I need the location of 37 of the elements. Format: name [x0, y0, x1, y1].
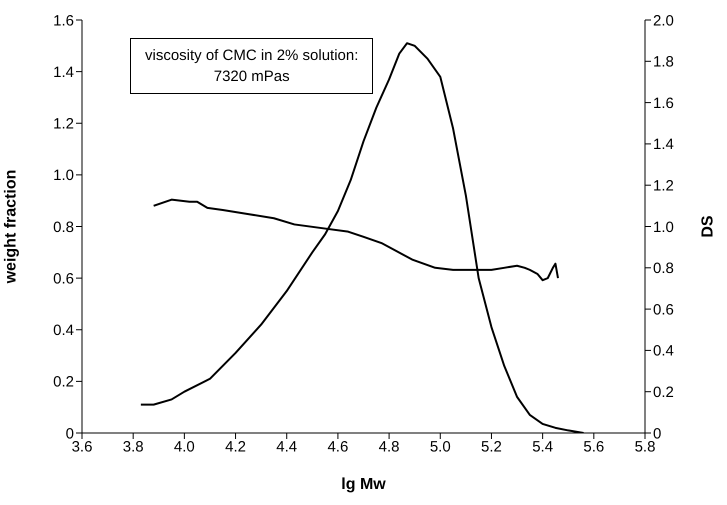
x-tick-label: 4.0 [174, 438, 195, 456]
y2-axis-title: DS [700, 215, 717, 238]
y-tick-label: 1.0 [53, 167, 74, 184]
y2-tick-label: 0.4 [653, 342, 674, 360]
line-series [152, 198, 559, 282]
y2-tick-label: 1.2 [653, 178, 674, 195]
y-tick-label: 0.8 [53, 218, 74, 236]
x-tick-label: 4.4 [276, 438, 298, 456]
y-tick-label: 1.6 [53, 12, 74, 30]
y-tick-label: 0.2 [53, 374, 74, 391]
x-tick-label: 4.8 [378, 438, 400, 456]
y2-tick-label: 1.8 [653, 54, 674, 71]
y-tick-label: 0.6 [53, 270, 74, 288]
x-axis-title: lg Mw [341, 476, 386, 493]
y-tick-label: 1.2 [53, 116, 74, 133]
y2-tick-label: 0 [653, 425, 662, 442]
x-tick-label: 5.4 [532, 438, 554, 456]
y2-tick-label: 1.6 [653, 94, 674, 112]
y-tick-label: 0 [66, 425, 74, 442]
x-tick-label: 5.8 [634, 438, 656, 456]
y2-tick-label: 0.2 [653, 384, 674, 402]
y2-tick-label: 2.0 [653, 12, 674, 30]
x-tick-label: 3.8 [122, 438, 144, 456]
x-tick-label: 5.2 [481, 438, 502, 456]
x-tick-label: 5.6 [583, 438, 604, 456]
x-tick-label: 3.6 [72, 438, 92, 456]
x-tick-label: 4.6 [327, 438, 348, 456]
y-tick-label: 0.4 [53, 322, 74, 340]
y2-tick-label: 1.4 [653, 136, 674, 154]
y-tick-label: 1.4 [53, 64, 74, 81]
y2-tick-label: 0.8 [653, 260, 674, 278]
annotation: viscosity of CMC in 2% solution: 7320 mPas [130, 38, 374, 94]
y2-tick-label: 0.6 [653, 301, 674, 318]
y2-tick-label: 1.0 [653, 218, 674, 236]
y-axis-title: weight fraction [2, 170, 20, 284]
x-tick-label: 5.0 [430, 438, 451, 456]
x-tick-label: 4.2 [225, 438, 246, 456]
